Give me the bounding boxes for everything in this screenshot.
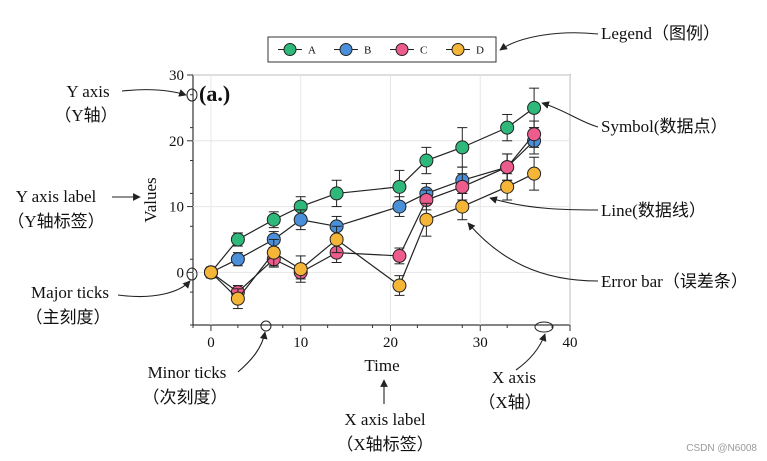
data-point: [203, 265, 218, 280]
y-axis-marker: [186, 88, 198, 102]
plot-area: 0 10 20 30 40 0 10 20 30: [169, 68, 578, 351]
legend-label: D: [476, 45, 484, 57]
axis-ticks: 0 10 20 30 40 0 10 20 30: [169, 68, 578, 351]
data-point: [329, 232, 344, 247]
x-tick-label: 40: [563, 335, 578, 351]
x-axis-arrow: [515, 333, 547, 371]
legend: A B C D: [267, 36, 497, 63]
major-ticks-annotation: Major ticks: [31, 283, 109, 302]
data-point: [455, 199, 470, 214]
y-tick-label: 30: [169, 68, 184, 84]
series-d: [203, 156, 542, 310]
legend-symbol: [283, 43, 297, 56]
legend-label: C: [420, 45, 427, 57]
data-point: [527, 127, 542, 142]
y-axis-label-annotation-cn: （Y轴标签）: [7, 212, 104, 231]
data-point: [500, 179, 515, 194]
data-point: [230, 291, 245, 306]
data-point: [455, 179, 470, 194]
data-point: [392, 199, 407, 214]
legend-label: A: [308, 45, 316, 57]
data-point: [266, 212, 281, 227]
y-axis-arrow: [121, 89, 187, 97]
data-point: [500, 160, 515, 175]
series-a: [203, 87, 542, 280]
series-line: [210, 173, 535, 300]
legend-symbol: [339, 43, 353, 56]
legend-item-c: C: [390, 43, 427, 57]
x-axis-annotation: X axis: [492, 368, 536, 387]
data-point: [392, 248, 407, 263]
series-line: [210, 107, 535, 273]
data-point: [293, 212, 308, 227]
watermark: CSDN @N6008: [686, 443, 757, 454]
minor-ticks-annotation: Minor ticks: [148, 363, 227, 382]
line-annotation: Line(数据线）: [601, 201, 706, 220]
y-axis-annotation: Y axis: [66, 82, 109, 101]
x-axis-annotation-cn: （X轴）: [478, 393, 541, 412]
minor-tick-marker: [260, 320, 272, 332]
plot-frame: [192, 74, 571, 326]
data-point: [392, 278, 407, 293]
x-axis-marker: [534, 321, 554, 333]
data-point: [527, 166, 542, 181]
legend-item-d: D: [446, 43, 484, 57]
x-tick-label: 20: [383, 335, 398, 351]
x-tick-label: 0: [207, 335, 215, 351]
line-arrow: [489, 196, 599, 211]
x-tick-label: 30: [473, 335, 488, 351]
data-series: [203, 87, 542, 310]
legend-annotation: Legend（图例）: [601, 24, 720, 43]
data-point: [293, 262, 308, 277]
y-axis-annotation-cn: （Y轴）: [54, 106, 117, 125]
x-axis-label-annotation: X axis label: [344, 410, 425, 429]
legend-symbol: [395, 43, 409, 56]
data-point: [500, 120, 515, 135]
legend-symbol: [451, 43, 465, 56]
symbol-annotation: Symbol(数据点）: [601, 117, 728, 136]
minor-ticks-annotation-cn: （次刻度）: [143, 388, 228, 407]
series-line: [210, 140, 535, 273]
data-point: [455, 140, 470, 155]
data-point: [230, 252, 245, 267]
data-point: [419, 212, 434, 227]
y-axis-label: Values: [141, 177, 160, 222]
data-point: [266, 245, 281, 260]
legend-label: B: [364, 45, 371, 57]
data-point: [329, 186, 344, 201]
major-tick-marker: [186, 267, 198, 281]
legend-item-a: A: [278, 43, 316, 57]
y-tick-label: 0: [177, 265, 185, 281]
error-bar-arrow: [467, 222, 599, 282]
data-point: [392, 179, 407, 194]
symbol-arrow: [541, 101, 599, 128]
major-ticks-arrow: [117, 280, 191, 298]
error-bar-annotation: Error bar（误差条）: [601, 272, 748, 291]
annotation-arrows: [112, 32, 599, 404]
panel-label: (a.): [199, 81, 230, 106]
major-ticks-annotation-cn: （主刻度）: [26, 308, 111, 327]
x-tick-label: 10: [293, 335, 308, 351]
y-tick-label: 10: [169, 200, 184, 216]
x-axis-label-annotation-cn: （X轴标签）: [336, 435, 433, 454]
data-point: [419, 153, 434, 168]
data-point: [230, 232, 245, 247]
legend-item-b: B: [334, 43, 371, 57]
minor-ticks-arrow: [237, 331, 268, 373]
legend-arrow: [499, 32, 599, 51]
y-axis-label-annotation: Y axis label: [16, 187, 97, 206]
y-tick-label: 20: [169, 134, 184, 150]
x-axis-label: Time: [364, 356, 399, 375]
data-point: [527, 100, 542, 115]
